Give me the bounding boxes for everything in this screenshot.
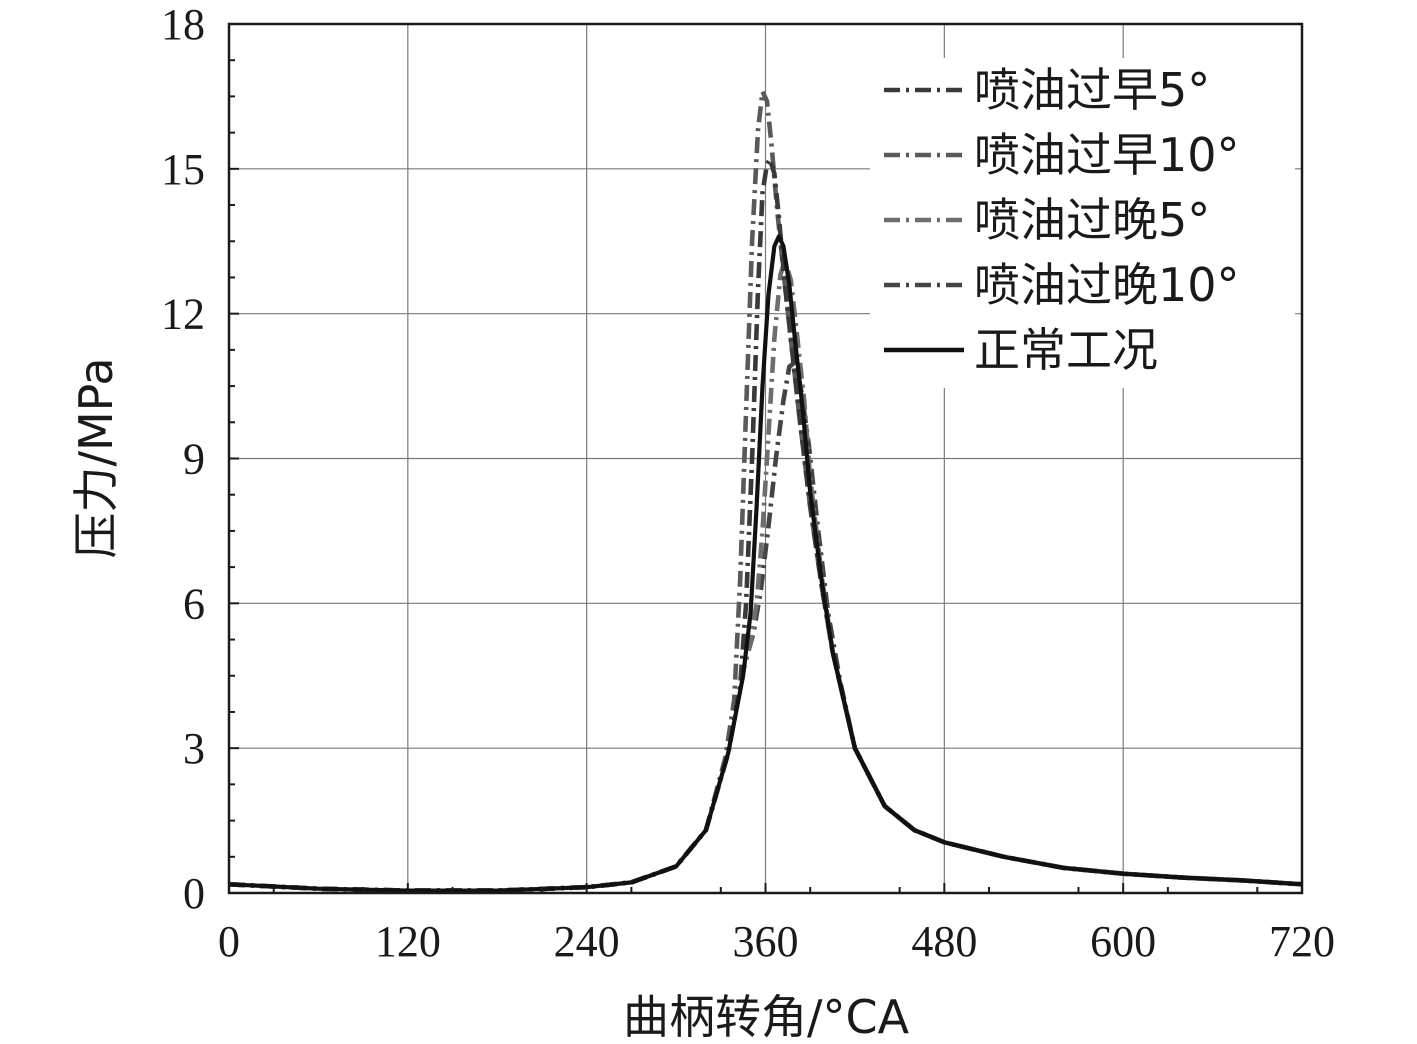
x-tick-label: 0 — [218, 917, 240, 966]
tick-labels: 0 120 240 360 480 600 720 0 3 6 9 12 15 18 — [161, 0, 1335, 966]
legend-label: 正常工况 — [974, 323, 1158, 377]
y-tick-label: 15 — [161, 145, 205, 194]
legend-label: 喷油过早5° — [974, 63, 1210, 117]
y-tick-label: 3 — [183, 724, 205, 773]
x-axis-title: 曲柄转角/°CA — [623, 990, 910, 1044]
x-tick-label: 720 — [1269, 917, 1335, 966]
y-axis-title: 压力/MPa — [69, 357, 123, 558]
x-tick-label: 240 — [554, 917, 620, 966]
x-tick-label: 600 — [1090, 917, 1156, 966]
y-tick-label: 9 — [183, 435, 205, 484]
legend-label: 喷油过晚10° — [974, 258, 1240, 312]
axis-ticks — [228, 23, 1303, 894]
legend-label: 喷油过早10° — [974, 128, 1240, 182]
legend-background — [870, 58, 1295, 388]
y-tick-label: 12 — [161, 290, 205, 339]
series-line-4 — [228, 234, 1303, 893]
legend-label: 喷油过晚5° — [974, 193, 1210, 247]
x-tick-label: 480 — [911, 917, 977, 966]
y-tick-label: 6 — [183, 579, 205, 628]
legend: 喷油过早5° 喷油过早10° 喷油过晚5° 喷油过晚10° 正常工况 — [870, 58, 1295, 388]
series-layer — [228, 89, 1303, 893]
x-tick-label: 360 — [733, 917, 799, 966]
y-tick-label: 0 — [183, 869, 205, 918]
y-tick-label: 18 — [161, 0, 205, 49]
x-tick-label: 120 — [375, 917, 441, 966]
